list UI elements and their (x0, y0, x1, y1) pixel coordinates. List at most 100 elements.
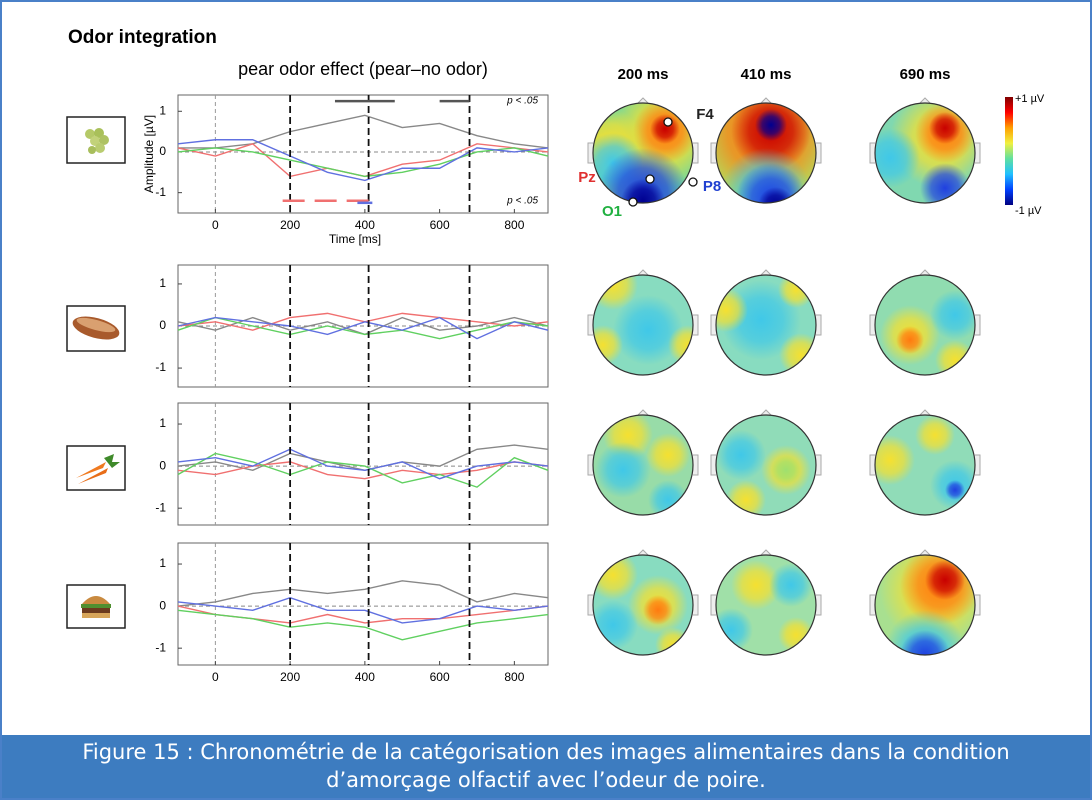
waveform (177, 596, 549, 624)
topomap (875, 555, 975, 655)
y-tick-label: 1 (159, 103, 166, 117)
topomap (593, 415, 693, 515)
figure-title: Odor integration (68, 27, 217, 48)
topomap (875, 103, 975, 203)
head-outline (715, 274, 817, 376)
electrode-label: Pz (578, 169, 596, 186)
waveform (177, 461, 549, 480)
head-outline (874, 102, 976, 204)
electrode-label: O1 (602, 203, 622, 220)
topomap (593, 555, 693, 655)
grapes-icon (66, 116, 126, 164)
x-tick-label: 800 (504, 218, 524, 232)
significance-label: p < .05 (506, 96, 538, 107)
head-outline (874, 274, 976, 376)
ear (869, 269, 981, 336)
waveform (177, 316, 549, 340)
ear (587, 97, 699, 164)
topomap (716, 103, 816, 203)
time-label: 690 ms (900, 66, 951, 83)
electrode-label: P8 (703, 178, 721, 195)
burger-icon (66, 584, 126, 629)
ear (587, 549, 699, 616)
y-tick-label: 0 (159, 598, 166, 612)
waveform (177, 448, 549, 480)
y-tick-label: 1 (159, 416, 166, 430)
topomap (716, 415, 816, 515)
carrots-icon (66, 445, 126, 491)
ear (710, 97, 822, 164)
head-outline (715, 554, 817, 656)
caption-line: Figure 15 : Chronométrie de la catégoris… (82, 740, 1010, 764)
topomap (716, 555, 816, 655)
head-outline (874, 414, 976, 516)
time-label: 410 ms (741, 66, 792, 83)
topomap (875, 275, 975, 375)
x-tick-label: 800 (504, 670, 524, 684)
ear (869, 409, 981, 476)
topomap (716, 275, 816, 375)
plot-frame (177, 402, 549, 526)
head-outline (592, 554, 694, 656)
colorbar-label: +1 µV (1015, 93, 1045, 105)
waveform (177, 147, 549, 178)
x-tick-label: 600 (430, 670, 450, 684)
plot-frame (177, 94, 549, 214)
sandwich-icon (66, 305, 126, 352)
head-outline (874, 554, 976, 656)
y-tick-label: 0 (159, 144, 166, 158)
topomap (875, 415, 975, 515)
x-tick-label: 400 (355, 218, 375, 232)
panel-title: pear odor effect (pear–no odor) (238, 59, 488, 79)
y-tick-label: 1 (159, 556, 166, 570)
y-tick-label: -1 (155, 500, 166, 514)
y-tick-label: -1 (155, 185, 166, 199)
waveform (177, 609, 549, 641)
waveform (177, 580, 549, 607)
head-outline (592, 274, 694, 376)
y-axis-label: Amplitude [µV] (142, 115, 156, 193)
colorbar (1005, 97, 1013, 205)
caption-line: d’amorçage olfactif avec l’odeur de poir… (326, 768, 766, 792)
plot-frame (177, 542, 549, 666)
head-outline (592, 414, 694, 516)
y-tick-label: 0 (159, 318, 166, 332)
significance-label: p < .05 (506, 195, 538, 206)
electrode (663, 117, 673, 127)
colorbar-label: -1 µV (1015, 205, 1042, 217)
x-axis-label: Time [ms] (329, 232, 381, 246)
y-tick-label: 1 (159, 276, 166, 290)
electrode-label: F4 (696, 106, 714, 123)
head-outline (592, 102, 694, 204)
ear (587, 409, 699, 476)
ear (710, 549, 822, 616)
waveform (177, 139, 549, 182)
waveform (178, 114, 549, 149)
electrode (628, 197, 638, 207)
topomap (593, 275, 693, 375)
time-label: 200 ms (618, 66, 669, 83)
x-tick-label: 0 (212, 670, 219, 684)
ear (869, 97, 981, 164)
head-outline (715, 414, 817, 516)
electrode (645, 174, 655, 184)
x-tick-label: 600 (430, 218, 450, 232)
ear (710, 269, 822, 336)
head-outline (715, 102, 817, 204)
waveform (177, 316, 549, 340)
electrode (688, 177, 698, 187)
ear (710, 409, 822, 476)
caption-band (2, 735, 1090, 798)
y-tick-label: 0 (159, 458, 166, 472)
x-tick-label: 400 (355, 670, 375, 684)
waveform (177, 452, 549, 488)
y-tick-label: -1 (155, 640, 166, 654)
ear (869, 549, 981, 616)
y-tick-label: -1 (155, 360, 166, 374)
x-tick-label: 0 (212, 218, 219, 232)
ear (587, 269, 699, 336)
x-tick-label: 200 (280, 218, 300, 232)
